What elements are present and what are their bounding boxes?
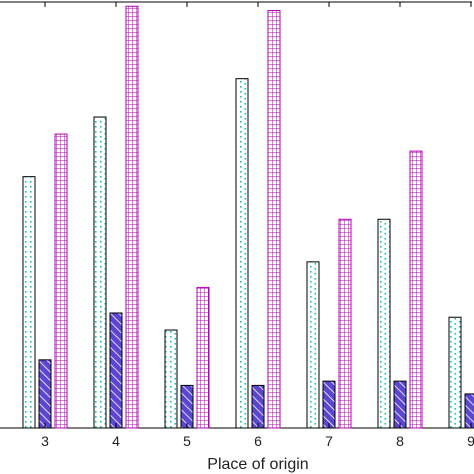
bar-series-3-bar-4 bbox=[125, 5, 139, 429]
bar-series-2-bar-9 bbox=[464, 393, 474, 429]
bar-series-1-bar-3 bbox=[22, 176, 36, 429]
bar-series-1-bar-6 bbox=[235, 78, 249, 429]
bar-series-2-bar-4 bbox=[109, 312, 123, 429]
bar-series-2-bar-5 bbox=[180, 384, 194, 429]
x-tick-label-5: 5 bbox=[183, 433, 191, 449]
x-tick-label-7: 7 bbox=[325, 433, 333, 449]
x-tick-label-9: 9 bbox=[467, 433, 474, 449]
bar-series-1-bar-9 bbox=[448, 316, 462, 429]
bar-series-2-bar-3 bbox=[38, 359, 52, 429]
bar-series-2-bar-8 bbox=[393, 380, 407, 429]
bar-series-2-bar-6 bbox=[251, 384, 265, 429]
bar-series-3-bar-7 bbox=[338, 218, 352, 429]
bar-series-3-bar-3 bbox=[54, 133, 68, 429]
x-tick-label-4: 4 bbox=[112, 433, 120, 449]
bar-series-1-bar-4 bbox=[93, 116, 107, 429]
bar-series-1-bar-8 bbox=[377, 218, 391, 429]
bar-series-2-bar-7 bbox=[322, 380, 336, 429]
x-tick-label-6: 6 bbox=[254, 433, 262, 449]
bar-series-3-bar-5 bbox=[196, 286, 210, 429]
bar-series-3-bar-6 bbox=[267, 10, 281, 429]
x-tick-label-3: 3 bbox=[41, 433, 49, 449]
bar-series-3-bar-8 bbox=[409, 150, 423, 429]
x-tick-label-8: 8 bbox=[396, 433, 404, 449]
bar-series-1-bar-5 bbox=[164, 329, 178, 429]
bar-series-1-bar-7 bbox=[306, 261, 320, 429]
x-axis-label: Place of origin bbox=[207, 456, 308, 473]
